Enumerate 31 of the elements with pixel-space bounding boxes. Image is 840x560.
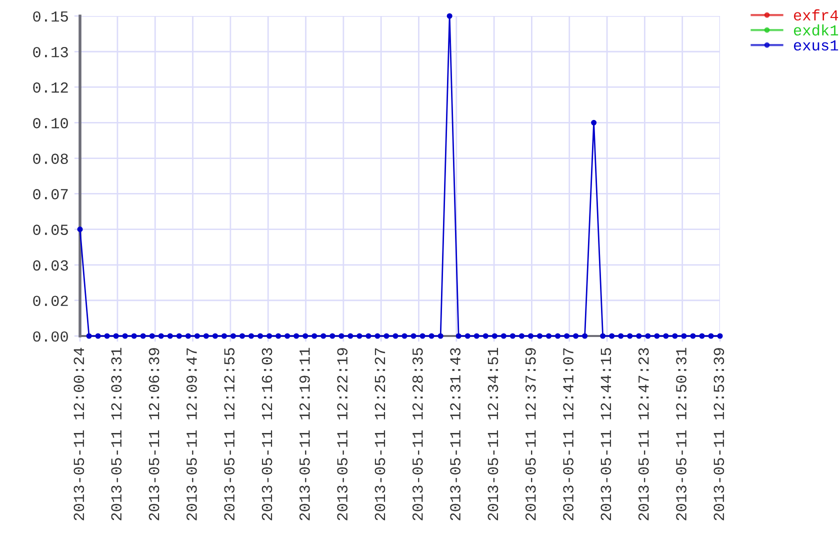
y-tick-label: 0.10: [33, 118, 68, 128]
y-tick-label: 0.05: [33, 224, 68, 236]
x-tick-label: 2013-05-11 12:47:23: [638, 348, 649, 520]
x-tick-label: 2013-05-11 12:12:55: [224, 348, 235, 520]
y-tick-label: 0.15: [33, 11, 68, 22]
legend-label: exfr4: [794, 9, 838, 21]
x-tick-label: 2013-05-11 12:16:03: [262, 348, 272, 520]
legend-label: exdk1: [794, 24, 838, 36]
x-tick-label: 2013-05-11 12:00:24: [74, 348, 84, 520]
legend-label: exus1: [794, 40, 838, 51]
x-tick-label: 2013-05-11 12:25:27: [374, 348, 386, 520]
x-tick-label: 2013-05-11 12:19:11: [299, 348, 310, 520]
y-tick-label: 0.13: [33, 46, 68, 58]
y-tick-label: 0.03: [33, 260, 68, 271]
x-tick-label: 2013-05-11 12:44:15: [600, 348, 612, 520]
x-tick-label: 2013-05-11 12:31:43: [450, 348, 460, 520]
x-tick-label: 2013-05-11 12:06:39: [148, 348, 160, 520]
x-tick-label: 2013-05-11 12:28:35: [412, 348, 423, 520]
y-tick-label: 0.02: [33, 296, 68, 306]
x-tick-label: 2013-05-11 12:09:47: [186, 348, 197, 520]
y-tick-label: 0.00: [33, 331, 68, 342]
x-tick-label: 2013-05-11 12:41:07: [563, 348, 574, 520]
x-tick-label: 2013-05-11 12:34:51: [488, 348, 498, 520]
x-tick-label: 2013-05-11 12:50:31: [676, 348, 686, 520]
x-tick-label: 2013-05-11 12:37:59: [525, 348, 536, 520]
x-tick-label: 2013-05-11 12:22:19: [337, 348, 348, 520]
x-tick-label: 2013-05-11 12:53:39: [714, 348, 724, 520]
y-tick-label: 0.12: [33, 82, 68, 93]
x-tick-label: 2013-05-11 12:03:31: [111, 348, 122, 520]
y-tick-label: 0.07: [33, 189, 68, 200]
y-tick-label: 0.08: [33, 154, 68, 164]
